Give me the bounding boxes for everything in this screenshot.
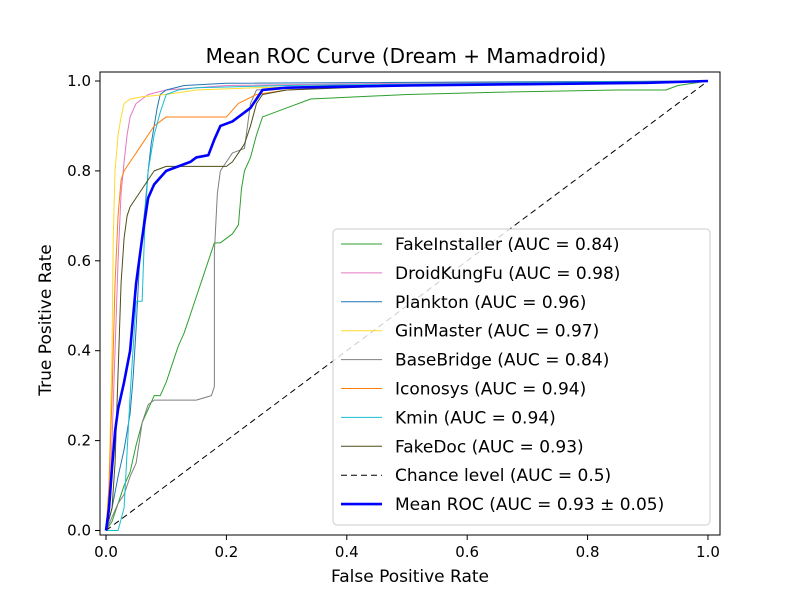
series-line-mean-roc bbox=[104, 79, 708, 531]
x-tick-label: 0.2 bbox=[214, 543, 238, 561]
series-line-fakedoc bbox=[105, 80, 708, 531]
y-axis-ticks: 0.0 0.2 0.4 0.6 0.8 1.0 bbox=[67, 72, 100, 540]
legend-label-fakeinstaller: FakeInstaller (AUC = 0.84) bbox=[395, 235, 619, 255]
y-tick-label: 0.8 bbox=[67, 162, 91, 180]
legend-label-fakedoc: FakeDoc (AUC = 0.93) bbox=[395, 437, 584, 457]
x-tick-label: 0.8 bbox=[576, 543, 600, 561]
series-line-basebridge bbox=[105, 80, 708, 531]
chart-title: Mean ROC Curve (Dream + Mamadroid) bbox=[206, 44, 607, 68]
y-tick-label: 0.4 bbox=[67, 342, 91, 360]
x-tick-label: 1.0 bbox=[696, 543, 720, 561]
legend-box bbox=[332, 228, 711, 526]
y-tick-label: 0.0 bbox=[67, 522, 91, 540]
legend-label-kmin: Kmin (AUC = 0.94) bbox=[395, 408, 556, 428]
x-tick-label: 0.0 bbox=[94, 543, 118, 561]
plot-frame bbox=[99, 71, 721, 536]
legend-label-droidkungfu: DroidKungFu (AUC = 0.98) bbox=[395, 264, 620, 284]
legend-label-basebridge: BaseBridge (AUC = 0.84) bbox=[395, 351, 609, 371]
series-line-kmin bbox=[106, 80, 708, 531]
legend-label-plankton: Plankton (AUC = 0.96) bbox=[395, 293, 586, 313]
legend-label-ginmaster: GinMaster (AUC = 0.97) bbox=[395, 322, 599, 342]
x-tick-label: 0.4 bbox=[335, 543, 359, 561]
series-line-ginmaster bbox=[105, 80, 708, 531]
y-axis-label: True Positive Rate bbox=[36, 244, 56, 396]
y-tick-label: 0.6 bbox=[67, 252, 91, 270]
series-line-plankton bbox=[105, 80, 708, 531]
legend: FakeInstaller (AUC = 0.84) DroidKungFu (A… bbox=[332, 228, 711, 526]
y-tick-label: 1.0 bbox=[67, 72, 91, 90]
legend-label-mean-roc: Mean ROC (AUC = 0.93 ± 0.05) bbox=[395, 495, 664, 515]
x-axis-ticks: 0.0 0.2 0.4 0.6 0.8 1.0 bbox=[94, 535, 720, 561]
series-line-iconosys bbox=[105, 80, 708, 531]
x-axis-label: False Positive Rate bbox=[331, 567, 489, 587]
legend-label-iconosys: Iconosys (AUC = 0.94) bbox=[395, 380, 586, 400]
x-tick-label: 0.6 bbox=[455, 543, 479, 561]
legend-label-chance-level: Chance level (AUC = 0.5) bbox=[395, 466, 611, 486]
y-tick-label: 0.2 bbox=[67, 432, 91, 450]
